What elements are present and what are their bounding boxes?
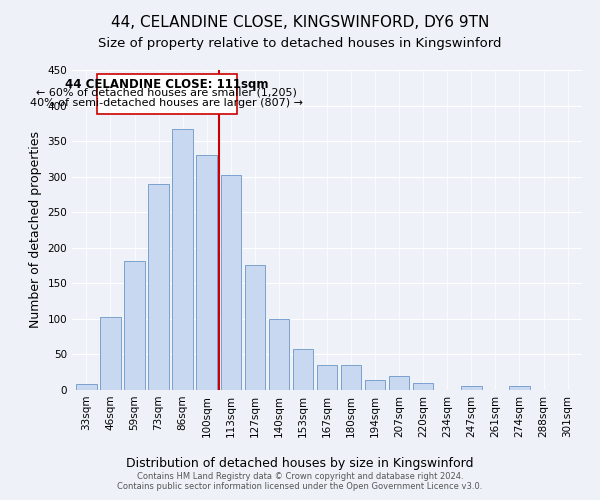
Bar [148,184,169,390]
Bar [124,262,145,390]
Text: 44 CELANDINE CLOSE: 111sqm: 44 CELANDINE CLOSE: 111sqm [65,78,269,91]
Bar [245,265,265,390]
Bar [76,384,97,390]
FancyBboxPatch shape [97,74,237,114]
Bar [365,380,385,390]
Bar [317,365,337,390]
Bar [100,317,121,390]
Bar [293,349,313,390]
Bar [221,175,241,390]
Text: Size of property relative to detached houses in Kingswinford: Size of property relative to detached ho… [98,38,502,51]
Text: 44, CELANDINE CLOSE, KINGSWINFORD, DY6 9TN: 44, CELANDINE CLOSE, KINGSWINFORD, DY6 9… [111,15,489,30]
Bar [269,319,289,390]
Bar [461,386,482,390]
Text: Contains HM Land Registry data © Crown copyright and database right 2024.
Contai: Contains HM Land Registry data © Crown c… [118,472,482,491]
Text: 40% of semi-detached houses are larger (807) →: 40% of semi-detached houses are larger (… [31,98,304,108]
Bar [196,156,217,390]
Text: ← 60% of detached houses are smaller (1,205): ← 60% of detached houses are smaller (1,… [37,88,298,98]
Bar [341,365,361,390]
Bar [172,129,193,390]
Text: Distribution of detached houses by size in Kingswinford: Distribution of detached houses by size … [126,458,474,470]
Bar [509,386,530,390]
Bar [413,383,433,390]
Bar [389,376,409,390]
Y-axis label: Number of detached properties: Number of detached properties [29,132,42,328]
